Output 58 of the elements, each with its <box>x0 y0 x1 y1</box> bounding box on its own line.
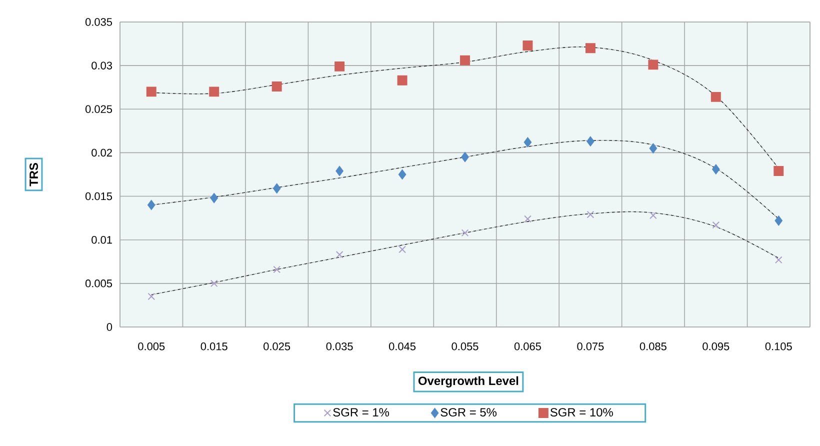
point <box>148 292 156 300</box>
point <box>461 152 469 162</box>
point <box>774 166 784 176</box>
x-tick-label: 0.105 <box>765 342 792 350</box>
point <box>461 229 469 237</box>
x-tick-label: 0.005 <box>138 342 165 350</box>
y-tick-label: 0.02 <box>92 148 112 157</box>
legend-label: SGR = 10% <box>550 408 613 417</box>
point <box>272 81 282 92</box>
point <box>712 164 720 174</box>
y-tick-label: 0.015 <box>85 192 112 200</box>
x-tick-label: 0.015 <box>200 342 228 350</box>
point <box>774 256 782 264</box>
point <box>524 215 532 223</box>
point <box>272 183 281 194</box>
point <box>336 166 344 176</box>
line-series <box>150 211 780 296</box>
x-tick-label: 0.095 <box>702 342 730 350</box>
point <box>210 193 218 203</box>
point <box>334 61 345 72</box>
point <box>148 200 156 210</box>
x-tick-label: 0.045 <box>388 342 416 350</box>
point <box>585 43 596 54</box>
point <box>710 92 721 102</box>
point <box>648 60 658 70</box>
point <box>712 221 720 229</box>
y-tick-label: 0.03 <box>92 62 112 70</box>
point <box>273 266 280 274</box>
point <box>650 212 657 220</box>
y-tick-label: 0.035 <box>85 18 112 26</box>
y-tick-label: 0.01 <box>92 236 112 244</box>
x-axis-title: Overgrowth Level <box>418 376 518 388</box>
point <box>209 86 220 97</box>
x-tick-label: 0.085 <box>640 342 666 350</box>
point <box>146 86 156 97</box>
y-tick-label: 0 <box>106 323 112 331</box>
point <box>210 280 218 288</box>
x-tick-label: 0.025 <box>264 342 290 350</box>
point <box>649 143 658 154</box>
point <box>524 137 532 148</box>
point <box>336 250 344 258</box>
legend-label: SGR = 5% <box>440 408 497 417</box>
point <box>460 55 470 66</box>
point <box>522 40 533 50</box>
point <box>586 210 594 218</box>
point <box>586 136 594 146</box>
x-tick-label: 0.075 <box>577 342 604 350</box>
x-tick-label: 0.065 <box>514 342 541 350</box>
y-axis-title: TRS <box>30 163 38 186</box>
x-tick-label: 0.035 <box>326 342 353 350</box>
point <box>398 170 406 180</box>
y-tick-label: 0.025 <box>85 105 112 114</box>
legend-label: SGR = 1% <box>333 408 390 417</box>
point <box>397 75 408 86</box>
point <box>398 246 406 254</box>
y-tick-label: 0.005 <box>85 280 112 288</box>
x-tick-label: 0.055 <box>452 342 478 350</box>
point <box>774 216 783 226</box>
